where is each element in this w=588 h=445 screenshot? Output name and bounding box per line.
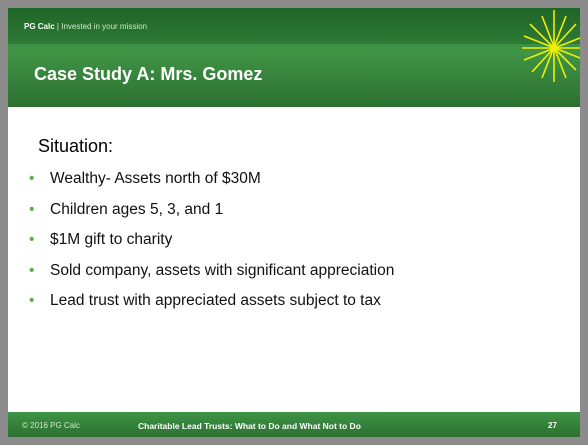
bullet-item: $1M gift to charity bbox=[26, 231, 394, 262]
footer-title: Charitable Lead Trusts: What to Do and W… bbox=[138, 421, 361, 431]
bullet-item: Sold company, assets with significant ap… bbox=[26, 262, 394, 293]
slide-title: Case Study A: Mrs. Gomez bbox=[34, 64, 263, 84]
copyright: © 2016 PG Calc bbox=[22, 421, 80, 430]
page-number: 27 bbox=[548, 421, 557, 430]
slide: PG Calc | Invested in your mission Case … bbox=[8, 8, 580, 437]
section-heading: Situation: bbox=[38, 136, 114, 156]
starburst bbox=[522, 10, 580, 82]
brand: PG Calc bbox=[24, 22, 55, 31]
bullet-item: Lead trust with appreciated assets subje… bbox=[26, 292, 394, 323]
header: PG Calc | Invested in your mission Case … bbox=[8, 8, 580, 107]
bullet-item: Children ages 5, 3, and 1 bbox=[26, 201, 394, 232]
bullet-item: Wealthy- Assets north of $30M bbox=[26, 170, 394, 201]
bullet-list: Wealthy- Assets north of $30MChildren ag… bbox=[26, 170, 394, 323]
footer: © 2016 PG Calc Charitable Lead Trusts: W… bbox=[8, 412, 580, 437]
separator: | bbox=[56, 22, 59, 31]
top-bar bbox=[8, 8, 580, 44]
brand-line: PG Calc | Invested in your mission bbox=[24, 22, 147, 31]
tagline: Invested in your mission bbox=[61, 22, 148, 31]
